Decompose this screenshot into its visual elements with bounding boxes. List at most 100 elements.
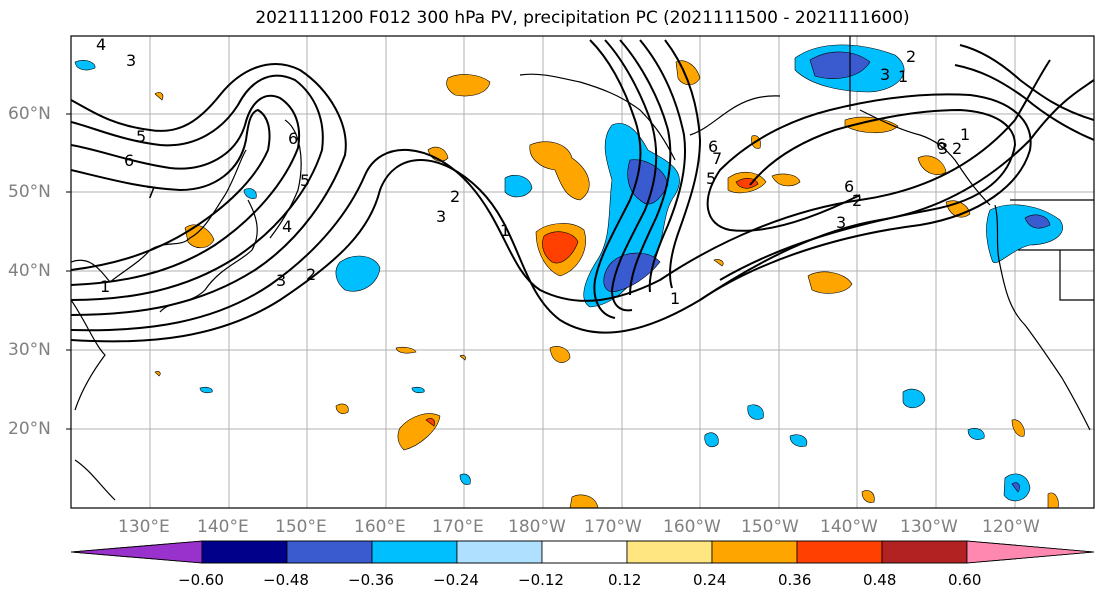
precip-positive-region xyxy=(1011,419,1025,437)
precip-negative-region xyxy=(459,473,471,485)
lon-label: 130°W xyxy=(900,517,958,537)
colorbar-tick-label: −0.48 xyxy=(263,571,309,589)
lat-label: 40°N xyxy=(8,261,51,281)
colorbar-tick-label: −0.12 xyxy=(518,571,564,589)
precip-positive-region xyxy=(1047,492,1059,508)
precip-positive-region xyxy=(569,494,599,508)
contour-label: 2 xyxy=(906,47,916,66)
graticule xyxy=(71,36,1094,508)
precip-negative-region xyxy=(199,386,213,394)
contour-label: 1 xyxy=(670,289,680,308)
precip-negative-region xyxy=(789,434,808,447)
colorbar-segment xyxy=(626,540,713,564)
precip-negative-region xyxy=(603,252,661,293)
lon-label: 150°E xyxy=(275,517,327,537)
contour-label: 1 xyxy=(100,277,110,296)
colorbar-segment xyxy=(966,540,1095,564)
colorbar-segment xyxy=(456,540,543,564)
contour-label: 7 xyxy=(146,183,156,202)
lon-label: 170°W xyxy=(584,517,642,537)
colorbar-segment xyxy=(541,540,628,564)
colorbar-tick-label: 0.48 xyxy=(863,571,897,589)
precip-negative-region xyxy=(335,255,381,292)
axis-ticks xyxy=(66,113,71,430)
precip-positive-region xyxy=(713,259,724,267)
colorbar-tick-label: 0.60 xyxy=(948,571,982,589)
precip-positive-region xyxy=(861,490,875,503)
lon-label: 150°W xyxy=(741,517,799,537)
contour-label: 2 xyxy=(952,139,962,158)
precip-shading xyxy=(74,44,1063,508)
precip-positive-region xyxy=(395,346,417,354)
coastlines xyxy=(71,36,1094,501)
lon-label: 160°E xyxy=(354,517,406,537)
contour-label: 2 xyxy=(450,187,460,206)
precip-positive-region xyxy=(425,418,435,427)
contour-label: 3 xyxy=(126,51,136,70)
colorbar-tick-label: −0.60 xyxy=(178,571,224,589)
colorbar-segment xyxy=(711,540,798,564)
precip-negative-region xyxy=(74,60,96,71)
precip-negative-region xyxy=(243,188,257,199)
contour-label: 6 xyxy=(844,177,854,196)
colorbar-segment xyxy=(70,540,203,564)
contour-label: 3 xyxy=(938,139,948,158)
precip-positive-region xyxy=(542,231,579,264)
contour-label: 6 xyxy=(936,135,946,154)
lon-label: 140°E xyxy=(197,517,249,537)
contour-label: 3 xyxy=(436,207,446,226)
contour-label: 3 xyxy=(836,213,846,232)
lon-label: 130°E xyxy=(118,517,170,537)
contour-label: 7 xyxy=(712,149,722,168)
precip-positive-region xyxy=(771,173,801,187)
colorbar-segment xyxy=(796,540,883,564)
contour-label: 4 xyxy=(96,35,106,54)
lat-label: 30°N xyxy=(8,340,51,360)
precip-positive-region xyxy=(549,346,571,363)
colorbar-outline xyxy=(70,540,1095,564)
precip-negative-region xyxy=(1011,482,1020,493)
contour-label: 3 xyxy=(880,65,890,84)
precip-positive-region xyxy=(459,354,466,361)
contour-label: 5 xyxy=(300,171,310,190)
precip-positive-region xyxy=(427,146,449,162)
precip-negative-region xyxy=(967,428,985,440)
precip-negative-region xyxy=(411,386,425,394)
contour-label: 1 xyxy=(960,125,970,144)
precip-negative-region xyxy=(1024,214,1051,229)
lon-label: 120°W xyxy=(982,517,1040,537)
lon-label: 180°W xyxy=(508,517,566,537)
precip-positive-region xyxy=(184,224,215,249)
lat-label: 20°N xyxy=(8,419,51,439)
contour-label: 2 xyxy=(306,265,316,284)
contour-label: 4 xyxy=(282,217,292,236)
colorbar-segment xyxy=(201,540,288,564)
pv-contours xyxy=(71,39,1094,343)
lat-label: 50°N xyxy=(8,182,51,202)
precip-negative-region xyxy=(809,51,871,79)
contour-label: 2 xyxy=(852,191,862,210)
precip-positive-region xyxy=(154,92,164,101)
precip-negative-region xyxy=(704,432,719,447)
precip-negative-region xyxy=(747,404,764,420)
contour-label: 6 xyxy=(708,137,718,156)
precip-negative-region xyxy=(504,175,533,198)
precip-positive-region xyxy=(335,403,349,414)
map-title: 2021111200 F012 300 hPa PV, precipitatio… xyxy=(255,8,910,28)
contour-label: 5 xyxy=(706,169,716,188)
precip-positive-region xyxy=(807,271,853,294)
colorbar xyxy=(70,540,1095,564)
contour-label: 3 xyxy=(276,271,286,290)
colorbar-tick-label: −0.24 xyxy=(433,571,479,589)
colorbar-segment xyxy=(371,540,458,564)
precip-positive-region xyxy=(529,141,590,201)
contour-label: 6 xyxy=(124,151,134,170)
colorbar-tick-label: −0.36 xyxy=(348,571,394,589)
colorbar-tick-label: 0.24 xyxy=(693,571,727,589)
colorbar-tick-label: 0.36 xyxy=(778,571,812,589)
precip-negative-region xyxy=(902,388,926,409)
lat-label: 60°N xyxy=(8,104,51,124)
contour-label: 5 xyxy=(136,127,146,146)
contour-label: 1 xyxy=(500,221,510,240)
